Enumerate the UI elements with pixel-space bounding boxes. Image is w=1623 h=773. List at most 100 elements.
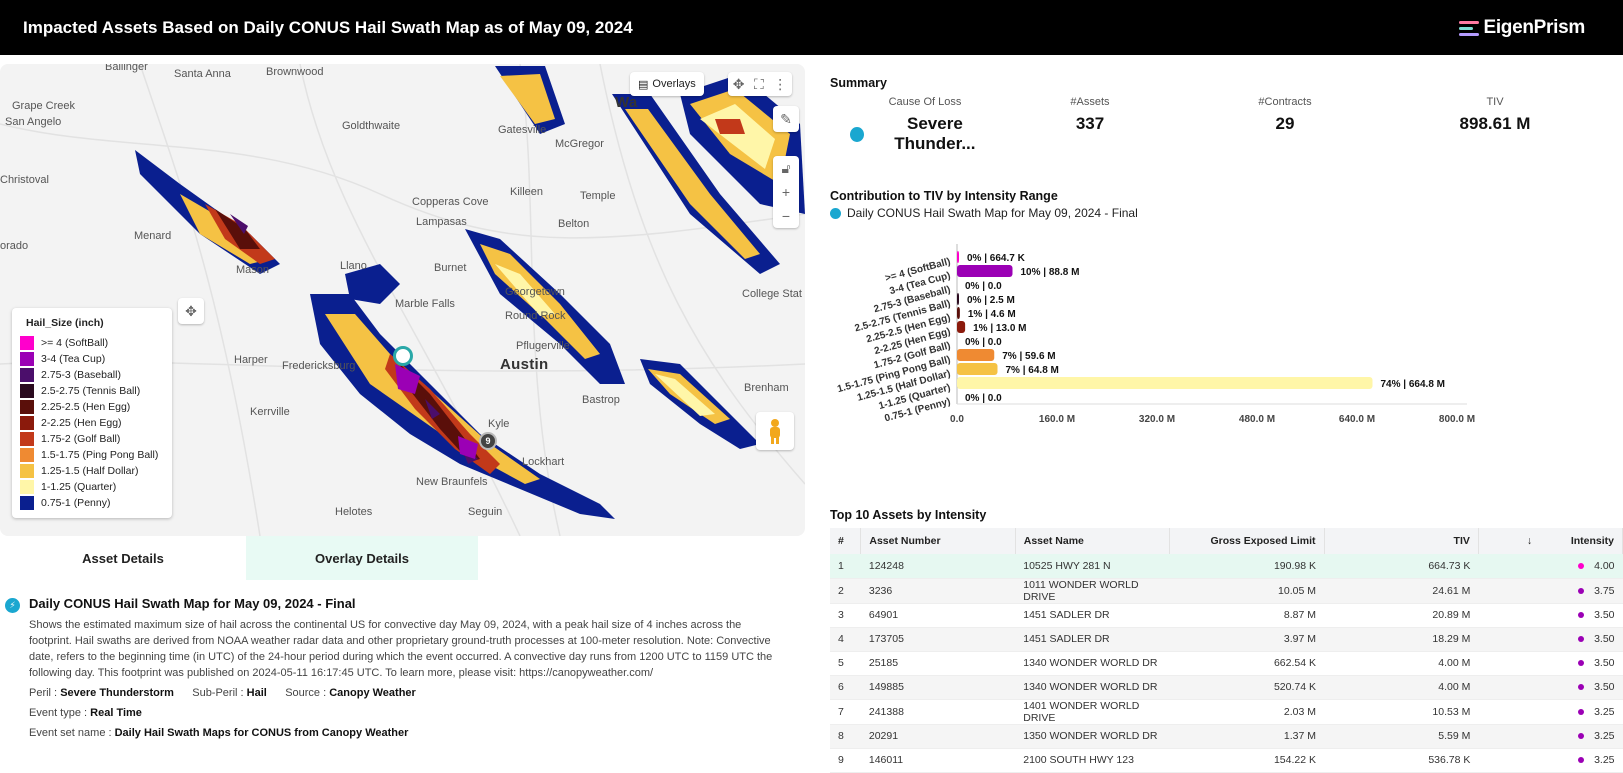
cell-value: 9 bbox=[838, 754, 844, 766]
cell-value: 1011 WONDER WORLD DRIVE bbox=[1023, 578, 1139, 603]
table-row[interactable]: 3 64901 1451 SADLER DR 8.87 M 20.89 M 3.50 bbox=[830, 603, 1623, 628]
storm-icon bbox=[850, 126, 864, 142]
intensity-dot bbox=[1578, 684, 1585, 691]
table-cell: 10525 HWY 281 N bbox=[1015, 554, 1170, 579]
table-row[interactable]: 2 3236 1011 WONDER WORLD DRIVE 10.05 M 24.61… bbox=[830, 578, 1623, 604]
source-label: Source : bbox=[285, 687, 327, 699]
table-cell: 3.75 bbox=[1478, 578, 1623, 604]
legend-label: 0.75-1 (Penny) bbox=[41, 497, 111, 509]
table-row[interactable]: 7 241388 1401 WONDER WORLD DRIVE 2.03 M 10.5… bbox=[830, 699, 1623, 725]
legend-label: 2-2.25 (Hen Egg) bbox=[41, 417, 122, 429]
fullscreen-icon[interactable]: ⛶ bbox=[753, 75, 764, 92]
map-label: Copperas Cove bbox=[412, 196, 489, 208]
table-cell: 4.00 bbox=[1478, 554, 1623, 579]
map-label: Fredericksburg bbox=[282, 360, 356, 372]
table-cell: 3.50 bbox=[1478, 627, 1623, 652]
legend-item: 1-1.25 (Quarter) bbox=[20, 479, 164, 495]
peril-row: Peril : Severe Thunderstorm Sub-Peril : … bbox=[29, 686, 795, 701]
table-cell: 173705 bbox=[860, 627, 1016, 652]
table-row[interactable]: 1 124248 10525 HWY 281 N 190.98 K 664.73 K 4.… bbox=[830, 554, 1623, 579]
legend-swatch bbox=[20, 336, 34, 350]
more-icon[interactable]: ⋮ bbox=[773, 75, 788, 92]
table-cell: 662.54 K bbox=[1169, 651, 1324, 676]
map-label: Bastrop bbox=[582, 394, 620, 406]
table-row[interactable]: 8 20291 1350 WONDER WORLD DR 1.37 M 5.59 M 3.… bbox=[830, 724, 1623, 749]
column-header[interactable]: ↓ Intensity bbox=[1478, 528, 1623, 554]
cell-value: 664.73 K bbox=[1428, 559, 1471, 572]
cell-value: 2 bbox=[838, 584, 844, 597]
table-cell: 25185 bbox=[860, 651, 1016, 676]
table-cell: 3.97 M bbox=[1169, 627, 1324, 652]
cell-value: 8.87 M bbox=[1283, 609, 1316, 621]
table-row[interactable]: 9 146011 2100 SOUTH HWY 123 154.22 K 536.78 … bbox=[830, 748, 1623, 773]
table-row[interactable]: 5 25185 1340 WONDER WORLD DR 662.54 K 4.00 M… bbox=[830, 651, 1623, 676]
assets-label: #Assets bbox=[1070, 96, 1110, 108]
lock-icon[interactable]: 🔓︎ bbox=[781, 159, 791, 176]
legend-label: 1.25-1.5 (Half Dollar) bbox=[41, 465, 139, 477]
legend-swatch bbox=[20, 432, 34, 446]
move-icon[interactable]: ✥ bbox=[732, 75, 745, 92]
table-cell: 24.61 M bbox=[1324, 578, 1479, 604]
table-cell: 3236 bbox=[860, 578, 1016, 604]
cell-value: 3.50 bbox=[1594, 657, 1615, 669]
cell-value: 2.03 M bbox=[1283, 705, 1316, 718]
legend-item: 1.25-1.5 (Half Dollar) bbox=[20, 463, 164, 479]
tab-overlay-details[interactable]: Overlay Details bbox=[246, 536, 478, 580]
legend-label: >= 4 (SoftBall) bbox=[41, 337, 109, 349]
cause-value: Severe Thunder... bbox=[894, 114, 976, 153]
legend-item: 3-4 (Tea Cup) bbox=[20, 351, 164, 367]
zoom-in-icon[interactable]: + bbox=[781, 184, 791, 201]
table-row[interactable]: 6 149885 1340 WONDER WORLD DR 520.74 K 4.00 … bbox=[830, 675, 1623, 700]
drag-handle[interactable]: ✥ bbox=[178, 298, 204, 324]
x-tick-label: 640.0 M bbox=[1339, 414, 1375, 425]
contribution-subtitle-text: Daily CONUS Hail Swath Map for May 09, 2… bbox=[847, 206, 1138, 220]
sort-desc-icon[interactable]: ↓ bbox=[1526, 535, 1533, 547]
table-cell: 9 bbox=[830, 748, 861, 773]
zoom-out-icon[interactable]: − bbox=[781, 208, 791, 225]
table-row[interactable]: 4 173705 1451 SADLER DR 3.97 M 18.29 M 3.50 bbox=[830, 627, 1623, 652]
logo-mark-icon bbox=[1459, 20, 1480, 36]
intensity-dot bbox=[1578, 587, 1585, 594]
column-label: # bbox=[838, 535, 844, 547]
cell-value: 146011 bbox=[868, 754, 904, 766]
cell-value: 24.61 M bbox=[1432, 584, 1471, 597]
column-header[interactable]: Asset Name bbox=[1015, 528, 1171, 554]
hail-map[interactable]: Ballinger Santa Anna Brownwood Grape Cre… bbox=[0, 64, 805, 536]
asset-pin-icon[interactable] bbox=[393, 346, 413, 366]
bar-data-label: 74% | 664.8 M bbox=[1381, 379, 1446, 390]
cell-value: 3.25 bbox=[1594, 730, 1615, 742]
overlays-button[interactable]: ▤ Overlays bbox=[630, 72, 704, 96]
draw-tool-button[interactable]: ✎ bbox=[773, 106, 799, 132]
map-label: Wa bbox=[615, 94, 638, 111]
column-header[interactable]: Gross Exposed Limit bbox=[1169, 528, 1325, 554]
legend-item: 2.75-3 (Baseball) bbox=[20, 367, 164, 383]
x-tick-label: 320.0 M bbox=[1139, 414, 1175, 425]
street-view-button[interactable] bbox=[756, 412, 794, 450]
table-cell: 190.98 K bbox=[1169, 554, 1324, 579]
map-label: San Angelo bbox=[5, 116, 62, 128]
cell-value: 154.22 K bbox=[1273, 754, 1316, 766]
column-header[interactable]: TIV bbox=[1324, 528, 1479, 554]
tab-asset-details[interactable]: Asset Details bbox=[82, 550, 164, 566]
cluster-marker[interactable]: 9 bbox=[479, 432, 497, 450]
top10-section: Top 10 Assets by Intensity # Asset Number… bbox=[830, 508, 1623, 773]
bar-data-label: 0% | 0.0 bbox=[965, 337, 1002, 348]
map-label: Llano bbox=[340, 260, 367, 272]
chart-bar bbox=[957, 363, 998, 375]
summary-assets: #Assets 337 bbox=[1040, 96, 1140, 134]
map-canvas[interactable] bbox=[0, 64, 805, 536]
overlays-label: Overlays bbox=[652, 78, 696, 90]
storm-icon: ⚡ bbox=[5, 598, 20, 613]
cell-value: 5 bbox=[838, 657, 844, 669]
table-cell: 1451 SADLER DR bbox=[1015, 627, 1170, 652]
table-cell: 18.29 M bbox=[1324, 627, 1479, 652]
map-label: Round Rock bbox=[505, 310, 566, 322]
column-header[interactable]: # bbox=[830, 528, 862, 554]
column-label: Intensity bbox=[1570, 535, 1614, 547]
column-header[interactable]: Asset Number bbox=[860, 528, 1016, 554]
table-cell: 4 bbox=[830, 627, 861, 652]
map-label: Temple bbox=[580, 190, 616, 202]
chart-bar bbox=[957, 377, 1373, 389]
map-label: Menard bbox=[134, 230, 172, 242]
contracts-label: #Contracts bbox=[1258, 96, 1312, 108]
